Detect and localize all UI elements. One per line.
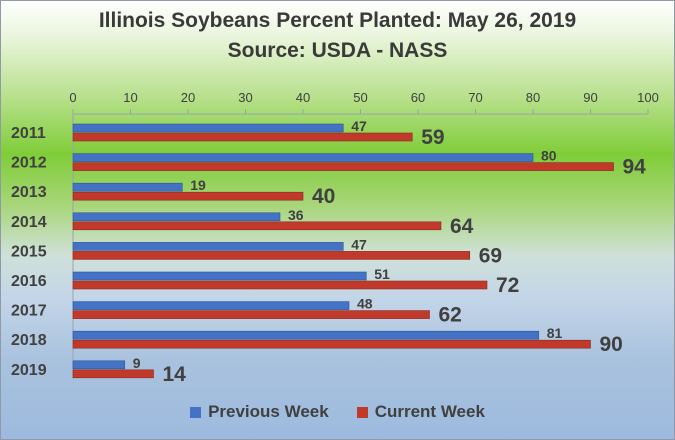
bar-previous-week (72, 182, 183, 192)
data-label-previous-week: 47 (351, 236, 367, 252)
x-tick-label: 10 (123, 90, 137, 105)
x-tick-label: 70 (468, 90, 482, 105)
bar-previous-week (72, 301, 350, 310)
y-category-label: 2012 (11, 155, 47, 172)
bar-previous-week (72, 123, 344, 133)
bar-previous-week (72, 153, 534, 162)
bar-previous-week (72, 271, 367, 281)
y-category-label: 2014 (11, 214, 47, 231)
x-tick-label: 40 (296, 90, 310, 105)
data-label-previous-week: 9 (133, 355, 141, 371)
bar-current-week (72, 162, 614, 171)
x-tick-label: 80 (526, 90, 540, 105)
legend-swatch-previous-week (190, 406, 202, 418)
y-category-label: 2018 (11, 332, 47, 349)
chart-title: Illinois Soybeans Percent Planted: May 2… (98, 9, 577, 32)
x-tick-label: 0 (69, 90, 76, 105)
data-label-current-week: 40 (312, 185, 335, 208)
data-label-current-week: 94 (623, 156, 647, 179)
bar-previous-week (72, 330, 540, 340)
data-label-current-week: 90 (600, 333, 623, 356)
legend-label-previous-week: Previous Week (208, 402, 329, 421)
bar-previous-week (72, 212, 281, 222)
data-label-previous-week: 51 (374, 266, 390, 282)
bar-current-week (72, 191, 304, 201)
data-label-previous-week: 47 (351, 118, 367, 134)
legend-item-previous-week: Previous Week (190, 402, 329, 422)
y-category-label: 2017 (11, 303, 47, 320)
y-category-label: 2015 (11, 243, 47, 260)
bar-current-week (72, 310, 430, 319)
bar-current-week (72, 221, 442, 231)
x-tick-label: 50 (353, 90, 367, 105)
y-category-label: 2013 (11, 184, 47, 201)
legend: Previous Week Current Week (1, 402, 674, 422)
data-label-current-week: 62 (439, 304, 462, 327)
legend-label-current-week: Current Week (374, 402, 485, 421)
bar-previous-week (72, 360, 126, 370)
data-label-previous-week: 81 (547, 325, 563, 341)
bar-current-week (72, 339, 591, 349)
data-label-previous-week: 36 (288, 207, 304, 223)
chart-subtitle: Source: USDA - NASS (227, 39, 448, 62)
x-tick-label: 60 (411, 90, 425, 105)
y-category-label: 2011 (11, 125, 46, 142)
x-tick-label: 90 (583, 90, 597, 105)
y-category-label: 2019 (11, 362, 47, 379)
data-label-current-week: 69 (479, 244, 502, 267)
legend-item-current-week: Current Week (356, 402, 485, 422)
bar-current-week (72, 280, 488, 290)
data-label-current-week: 14 (163, 363, 187, 386)
data-label-previous-week: 19 (190, 177, 206, 193)
bar-current-week (72, 369, 154, 379)
bar-current-week (72, 132, 413, 142)
x-tick-label: 30 (238, 90, 252, 105)
data-label-current-week: 64 (450, 215, 474, 238)
data-label-current-week: 72 (496, 274, 519, 297)
bar-previous-week (72, 242, 344, 251)
legend-swatch-current-week (356, 406, 368, 418)
data-label-previous-week: 80 (541, 148, 557, 164)
x-tick-label: 100 (637, 90, 659, 105)
x-tick-label: 20 (181, 90, 195, 105)
y-category-label: 2016 (11, 273, 47, 290)
data-label-current-week: 59 (421, 126, 444, 149)
bar-current-week (72, 251, 471, 260)
data-label-previous-week: 48 (357, 296, 373, 312)
